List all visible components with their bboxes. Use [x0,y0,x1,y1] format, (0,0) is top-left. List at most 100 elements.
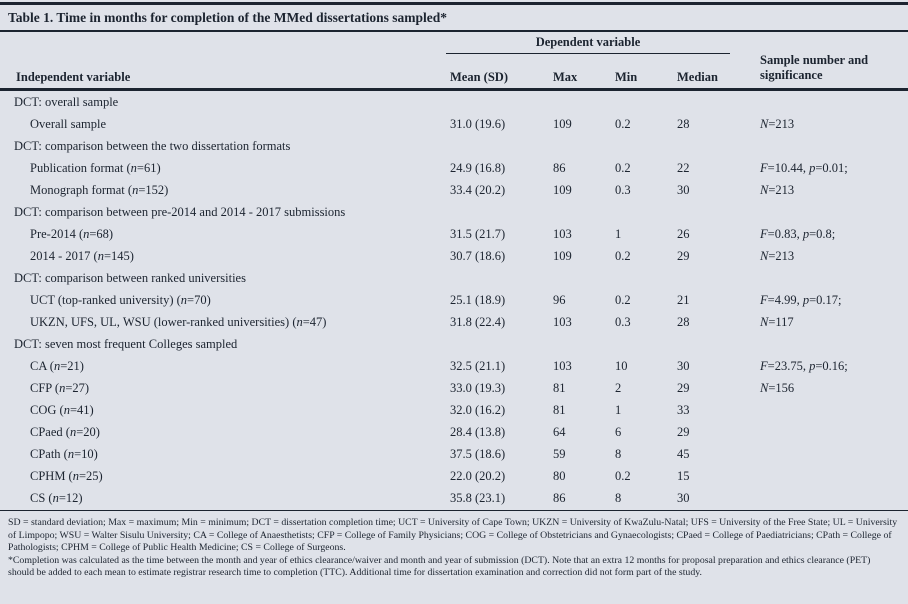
cell-sample [760,465,908,487]
cell-mean: 35.8 (23.1) [450,491,506,505]
cell-mean: 32.5 (21.1) [450,359,506,373]
cell-median: 30 [677,359,690,373]
cell-median: 15 [677,469,690,483]
cell-sample: F=23.75, p=0.16; [760,359,848,373]
cell-label: UKZN, UFS, UL, WSU (lower-ranked univers… [30,315,327,329]
cell-max: 109 [553,183,572,197]
cell-median: 21 [677,293,690,307]
section-label: DCT: overall sample [14,95,119,109]
table-row: CS (n=12) 35.8 (23.1) 86 8 30 [0,487,908,509]
section-label: DCT: comparison between the two disserta… [14,139,291,153]
cell-median: 30 [677,491,690,505]
cell-sample: N=213 [760,183,795,197]
cell-label: Publication format (n=61) [30,161,161,175]
cell-mean: 30.7 (18.6) [450,249,506,263]
column-group-dependent-variable: Dependent variable [446,35,730,54]
cell-label: CPaed (n=20) [30,425,100,439]
cell-max: 109 [553,117,572,131]
section-row: DCT: comparison between pre-2014 and 201… [0,201,908,223]
cell-mean: 31.0 (19.6) [450,117,506,131]
cell-min: 1 [615,227,622,241]
cell-label: Pre-2014 (n=68) [30,227,114,241]
cell-max: 103 [553,359,572,373]
cell-label: COG (n=41) [30,403,94,417]
header-rule [0,88,908,91]
cell-median: 22 [677,161,690,175]
cell-mean: 32.0 (16.2) [450,403,506,417]
cell-mean: 33.0 (19.3) [450,381,506,395]
footnote-rule [0,510,908,511]
table-row: COG (n=41) 32.0 (16.2) 81 1 33 [0,399,908,421]
cell-mean: 25.1 (18.9) [450,293,506,307]
cell-max: 103 [553,227,572,241]
table-row: CA (n=21) 32.5 (21.1) 103 10 30 F=23.75, p=0.… [0,355,908,377]
cell-label: CPHM (n=25) [30,469,103,483]
section-label: DCT: comparison between pre-2014 and 201… [14,205,346,219]
cell-min: 0.2 [615,293,631,307]
cell-median: 29 [677,249,690,263]
cell-mean: 28.4 (13.8) [450,425,506,439]
table-row: 2014 - 2017 (n=145) 30.7 (18.6) 109 0.2 29 N=… [0,245,908,267]
cell-min: 0.2 [615,249,631,263]
cell-label: 2014 - 2017 (n=145) [30,249,134,263]
cell-label: CA (n=21) [30,359,84,373]
cell-median: 26 [677,227,690,241]
cell-min: 0.2 [615,469,631,483]
table-row: CPaed (n=20) 28.4 (13.8) 64 6 29 [0,421,908,443]
cell-min: 2 [615,381,622,395]
column-header-max: Max [553,70,578,84]
table-header: Dependent variable Sample number and sig… [0,32,908,88]
cell-label: CS (n=12) [30,491,83,505]
cell-median: 45 [677,447,690,461]
cell-label: CPath (n=10) [30,447,98,461]
cell-min: 0.3 [615,315,631,329]
column-header-independent: Independent variable [16,70,131,84]
table-row: CPath (n=10) 37.5 (18.6) 59 8 45 [0,443,908,465]
table-row: UCT (top-ranked university) (n=70) 25.1 (… [0,289,908,311]
cell-sample: N=213 [760,117,795,131]
cell-label: UCT (top-ranked university) (n=70) [30,293,211,307]
column-header-mean: Mean (SD) [450,70,508,84]
cell-max: 86 [553,491,566,505]
footnotes: SD = standard deviation; Max = maximum; … [0,511,908,580]
cell-max: 86 [553,161,566,175]
cell-sample [760,487,908,509]
cell-min: 0.2 [615,161,631,175]
cell-max: 103 [553,315,572,329]
column-header-sample-line2: significance [760,68,823,82]
table-body: DCT: overall sample Overall sample 31.0 (1… [0,91,908,509]
section-row: DCT: comparison between the two disserta… [0,135,908,157]
cell-mean: 37.5 (18.6) [450,447,506,461]
footnote-completion-note: *Completion was calculated as the time b… [8,554,871,579]
cell-sample: F=0.83, p=0.8; [760,227,836,241]
table-row: Pre-2014 (n=68) 31.5 (21.7) 103 1 26 F=0.83, … [0,223,908,245]
cell-sample: N=117 [760,315,794,329]
cell-median: 28 [677,117,690,131]
cell-sample [760,421,908,443]
cell-sample: N=156 [760,381,795,395]
table-row: CFP (n=27) 33.0 (19.3) 81 2 29 N=156 [0,377,908,399]
cell-max: 96 [553,293,566,307]
table-row: Monograph format (n=152) 33.4 (20.2) 109 0.… [0,179,908,201]
cell-min: 0.3 [615,183,631,197]
cell-max: 80 [553,469,566,483]
cell-label: CFP (n=27) [30,381,90,395]
title-rule [0,30,908,32]
cell-sample: F=10.44, p=0.01; [760,161,848,175]
section-label: DCT: seven most frequent Colleges sample… [14,337,238,351]
table-row: Overall sample 31.0 (19.6) 109 0.2 28 N=213 [0,113,908,135]
cell-max: 81 [553,403,566,417]
cell-mean: 31.5 (21.7) [450,227,506,241]
section-label: DCT: comparison between ranked universit… [14,271,246,285]
cell-max: 64 [553,425,566,439]
cell-sample [760,443,908,465]
cell-mean: 31.8 (22.4) [450,315,506,329]
cell-sample: N=213 [760,249,795,263]
table-row: UKZN, UFS, UL, WSU (lower-ranked univers… [0,311,908,333]
cell-max: 81 [553,381,566,395]
column-header-min: Min [615,70,638,84]
cell-mean: 22.0 (20.2) [450,469,506,483]
cell-median: 30 [677,183,690,197]
column-header-median: Median [677,70,718,84]
